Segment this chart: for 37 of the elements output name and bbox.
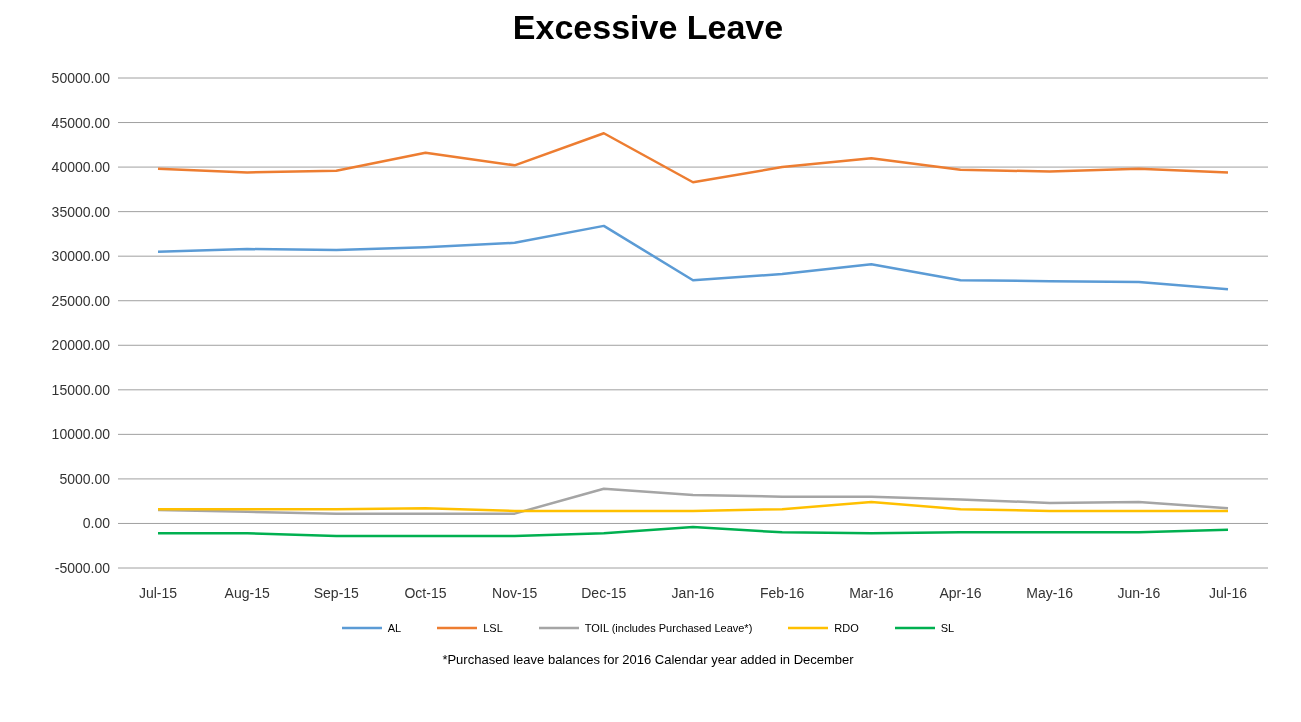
y-tick-label: 15000.00	[51, 381, 111, 398]
x-tick-label: Jul-15	[138, 584, 178, 601]
x-tick-label: Jul-16	[1208, 584, 1248, 601]
x-tick-label: Jun-16	[1117, 584, 1161, 601]
legend-label: SL	[940, 622, 955, 634]
y-tick-label: 30000.00	[51, 248, 111, 265]
y-tick-label: 35000.00	[51, 203, 111, 220]
x-tick-label: Feb-16	[759, 584, 805, 601]
legend-label: TOIL (includes Purchased Leave*)	[584, 622, 753, 634]
chart-title: Excessive Leave	[511, 8, 785, 48]
line-series	[156, 131, 1230, 184]
legend-label: RDO	[834, 622, 859, 634]
y-tick-label: 10000.00	[51, 426, 111, 443]
y-tick-label: -5000.00	[54, 559, 111, 576]
x-tick-label: Mar-16	[849, 584, 894, 601]
line-series	[156, 525, 1230, 538]
y-tick-label: 25000.00	[51, 292, 111, 309]
y-tick-label: 0.00	[82, 515, 111, 532]
line-series	[156, 224, 1230, 291]
line-series	[156, 487, 1230, 515]
x-tick-label: Sep-15	[313, 584, 360, 601]
x-tick-label: Apr-16	[939, 584, 982, 601]
x-tick-label: Aug-15	[224, 584, 270, 601]
y-tick-label: 5000.00	[59, 470, 111, 487]
x-tick-label: Jan-16	[671, 584, 715, 601]
x-tick-label: Oct-15	[404, 584, 447, 601]
y-tick-label: 20000.00	[51, 337, 111, 354]
legend-label: AL	[387, 622, 402, 634]
legend-label: LSL	[483, 622, 503, 634]
line-series	[156, 500, 1230, 513]
y-tick-label: 50000.00	[51, 69, 111, 86]
x-tick-label: May-16	[1026, 584, 1074, 601]
x-tick-label: Nov-15	[492, 584, 538, 601]
text: *Purchased leave balances for 2016 Calendar year added in December	[441, 652, 855, 667]
y-tick-label: 45000.00	[51, 114, 111, 131]
x-tick-label: Dec-15	[581, 584, 627, 601]
y-tick-label: 40000.00	[51, 159, 111, 176]
